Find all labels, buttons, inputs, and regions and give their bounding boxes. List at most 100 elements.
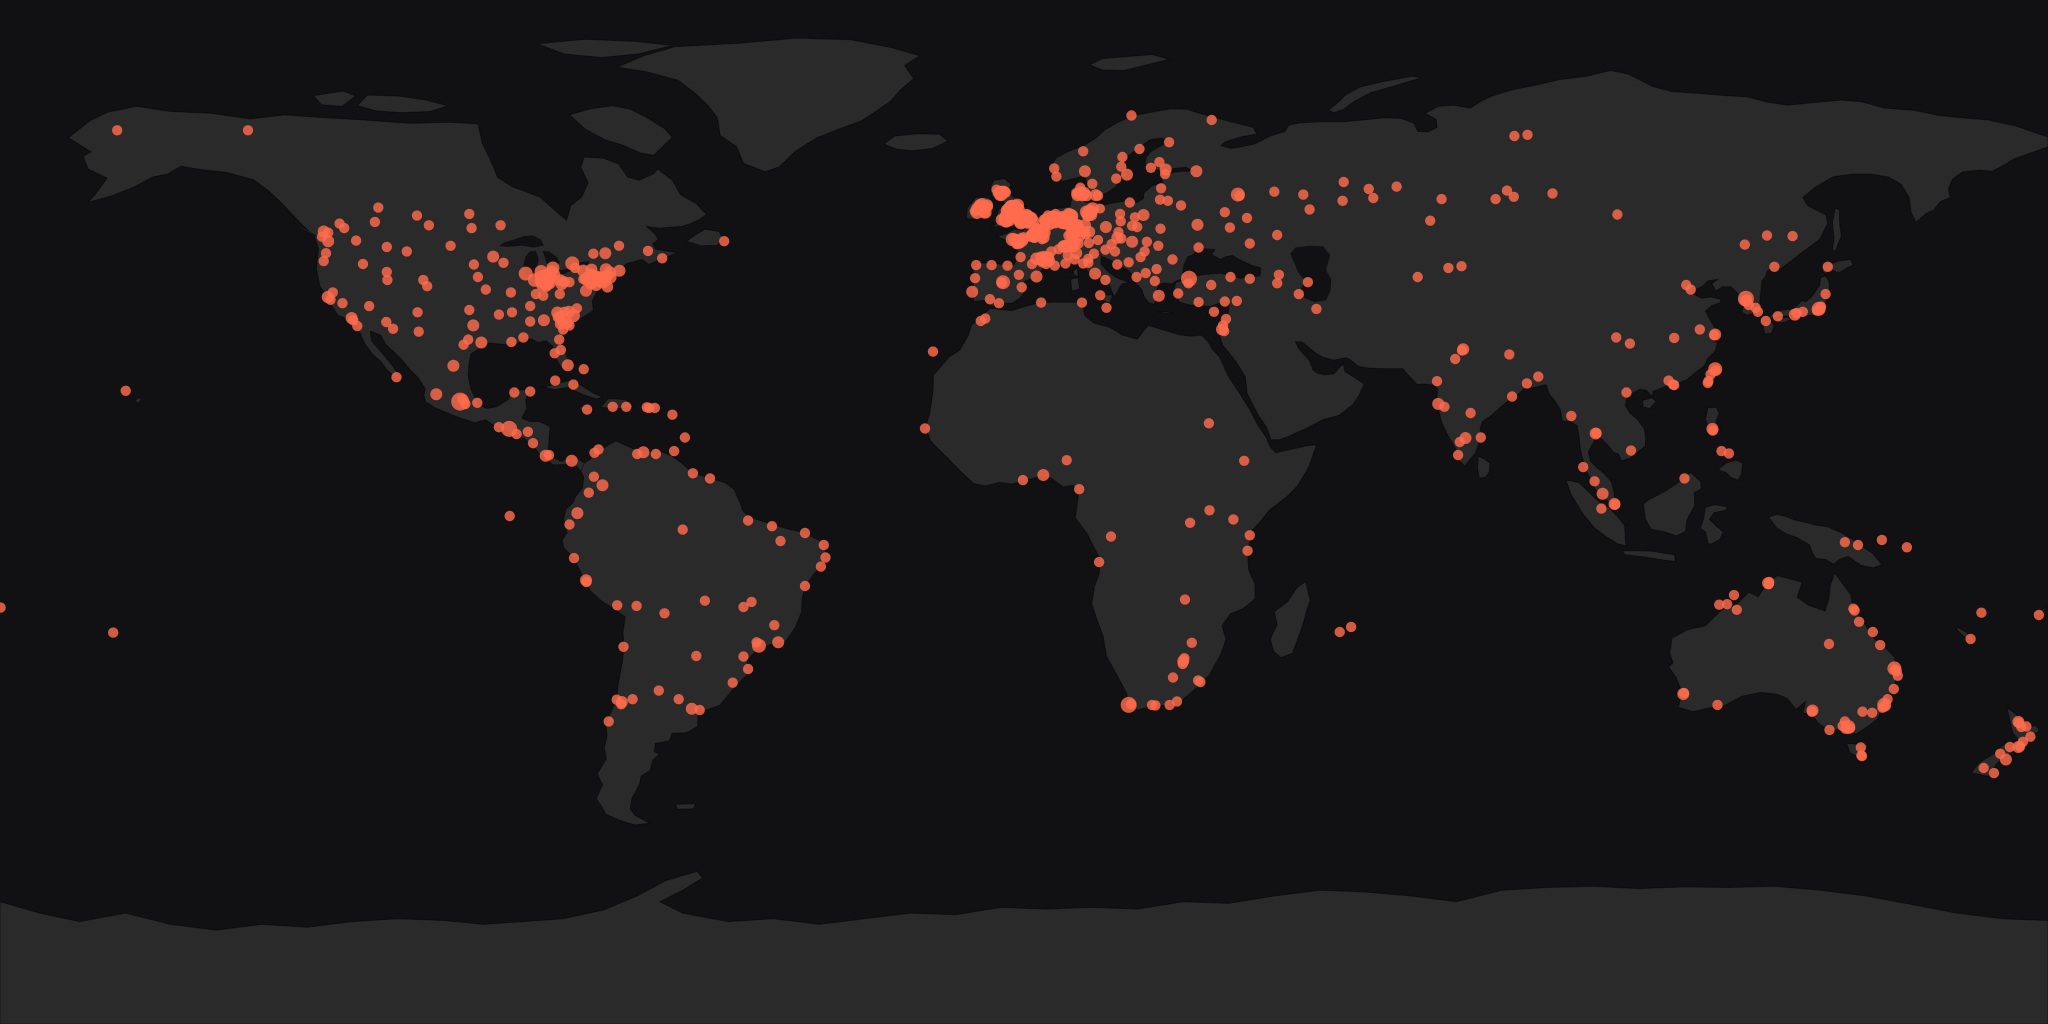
data-point[interactable] [1849,605,1860,616]
data-point[interactable] [381,241,392,253]
data-point[interactable] [927,346,939,357]
data-point[interactable] [1763,579,1774,590]
data-point[interactable] [381,316,392,328]
data-point[interactable] [1173,288,1184,299]
data-point[interactable] [1298,189,1309,200]
data-point[interactable] [612,600,623,611]
data-point[interactable] [1867,626,1879,638]
data-point[interactable] [585,263,598,276]
data-point[interactable] [1857,706,1868,717]
data-point[interactable] [1714,599,1725,610]
data-point[interactable] [1101,302,1112,313]
data-point[interactable] [820,552,831,563]
data-point[interactable] [543,449,555,461]
data-point[interactable] [1456,345,1468,356]
data-point[interactable] [766,521,778,532]
data-point[interactable] [506,336,517,348]
data-point[interactable] [1839,537,1851,548]
data-point[interactable] [1533,371,1544,382]
data-point[interactable] [387,323,399,334]
data-point[interactable] [1334,626,1345,638]
data-point[interactable] [659,608,670,619]
data-point[interactable] [568,552,580,564]
data-point[interactable] [1087,178,1098,189]
data-point[interactable] [1105,531,1117,542]
data-point[interactable] [1892,670,1904,681]
data-point[interactable] [1186,637,1198,648]
data-point[interactable] [1100,244,1111,255]
data-point[interactable] [1099,221,1112,233]
data-point[interactable] [1095,290,1106,301]
data-point[interactable] [1224,222,1236,233]
data-point[interactable] [1820,288,1831,300]
data-point[interactable] [522,426,534,437]
data-point[interactable] [677,524,688,535]
data-point[interactable] [464,304,475,316]
data-point[interactable] [2004,741,2016,753]
data-point[interactable] [1566,410,1577,422]
data-point[interactable] [1154,194,1166,205]
data-point[interactable] [525,316,536,327]
data-point[interactable] [1901,542,1913,553]
data-point[interactable] [1450,353,1461,365]
data-point[interactable] [1855,742,1867,753]
data-point[interactable] [498,257,509,268]
data-point[interactable] [1016,282,1027,293]
data-point[interactable] [1219,207,1231,218]
data-point[interactable] [1337,195,1348,206]
data-point[interactable] [1140,267,1151,279]
data-point[interactable] [1273,269,1285,280]
data-point[interactable] [1302,277,1314,288]
data-point[interactable] [554,334,565,345]
data-point[interactable] [1625,445,1637,456]
data-point[interactable] [1678,687,1690,699]
data-point[interactable] [1760,315,1772,327]
data-point[interactable] [1126,110,1137,121]
data-point[interactable] [607,401,618,412]
data-point[interactable] [1011,238,1022,250]
data-point[interactable] [1217,320,1229,331]
data-point[interactable] [1162,195,1174,206]
data-point[interactable] [746,596,757,608]
data-point[interactable] [1154,156,1165,168]
data-point[interactable] [1669,332,1680,344]
data-point[interactable] [1167,254,1178,265]
data-point[interactable] [562,305,576,318]
data-point[interactable] [350,235,362,246]
data-point[interactable] [472,397,483,408]
data-point[interactable] [505,287,517,298]
data-point[interactable] [1013,269,1025,280]
data-point[interactable] [578,364,589,375]
data-point[interactable] [1721,599,1733,610]
data-point[interactable] [1093,556,1105,568]
data-point[interactable] [993,186,1007,200]
data-point[interactable] [1304,204,1315,215]
data-point[interactable] [1116,161,1127,172]
data-point[interactable] [621,401,632,412]
data-point[interactable] [699,595,711,606]
data-point[interactable] [1723,448,1735,459]
data-point[interactable] [769,620,780,631]
data-point[interactable] [472,271,484,283]
data-point[interactable] [1244,273,1256,284]
data-point[interactable] [564,519,575,530]
data-point[interactable] [352,320,363,332]
data-point[interactable] [1219,296,1231,307]
data-point[interactable] [1083,237,1095,249]
data-point[interactable] [649,402,660,414]
data-point[interactable] [1244,238,1256,249]
data-point[interactable] [694,704,705,716]
data-point[interactable] [1092,234,1104,246]
data-point[interactable] [1015,251,1026,263]
data-point[interactable] [108,627,119,638]
data-point[interactable] [1239,455,1250,466]
data-point[interactable] [1368,192,1379,204]
data-point[interactable] [1153,240,1164,251]
data-point[interactable] [1134,143,1145,155]
data-point[interactable] [430,388,443,401]
data-point[interactable] [1030,270,1043,283]
data-point[interactable] [1612,209,1623,220]
data-point[interactable] [799,580,811,592]
data-point[interactable] [1150,700,1161,711]
data-point[interactable] [581,576,592,588]
